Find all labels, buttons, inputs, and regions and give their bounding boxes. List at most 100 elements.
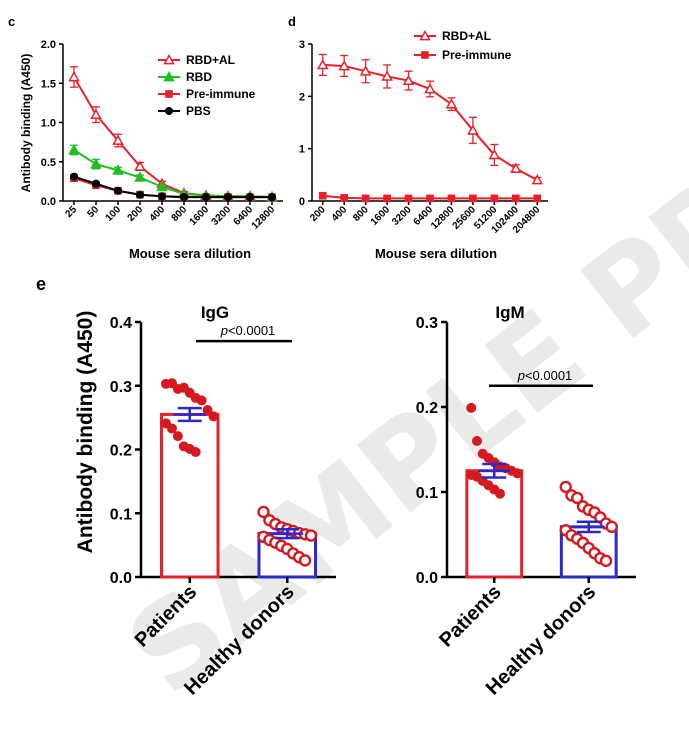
- panel-c-series-pbs-legend-marker: [164, 106, 174, 116]
- panel-e-igg-title: IgG: [201, 303, 229, 322]
- panel-c-series-pbs-point: [201, 193, 211, 202]
- panel-c-series-rbd-point: [68, 143, 80, 155]
- panel-e-igg-patients-data-point: [166, 423, 177, 434]
- panel-d-series-rbd-al-point: [359, 65, 372, 76]
- panel-d-series-pre-immune-legend-marker: [421, 51, 429, 59]
- panel-e-igm-y-tick-label: 0.0: [416, 570, 438, 587]
- panel-e-igm-patients-data-point: [512, 468, 523, 479]
- panel-e-igm-healthy-donors-data-point: [599, 554, 613, 568]
- panel-d-series-pre-immune-point: [533, 194, 542, 203]
- panel-d-x-tick-label: 1600: [369, 204, 393, 228]
- panel-d-series-pre-immune-point: [361, 194, 370, 203]
- panel-d-series-pre-immune-point: [404, 194, 413, 203]
- panel-c-series-rbd-legend-marker: [163, 70, 175, 82]
- panel-c-series-rbd-point: [112, 164, 124, 175]
- panel-c-x-tick-label: 800: [170, 204, 190, 224]
- panel-c-series-pre-immune-legend-label: Pre-immune: [186, 87, 256, 101]
- panel-c-series-rbd-legend-label: RBD: [186, 70, 212, 84]
- panel-e-igm-y-tick-label: 0.2: [416, 400, 438, 417]
- panel-d-series-pre-immune-point: [318, 191, 327, 200]
- panel-c-x-tick-label: 200: [126, 204, 146, 224]
- panel-d-series-rbd-al-point: [338, 59, 350, 71]
- panel-c-series-pbs-point: [223, 193, 233, 202]
- panel-d-series-rbd-al-point: [445, 98, 458, 109]
- panel-c-series-pbs-point: [69, 172, 79, 181]
- panel-c-series-pbs-point: [157, 192, 167, 201]
- panel-d-y-tick-label: 0: [299, 196, 305, 208]
- panel-c-series-pbs-point: [135, 190, 145, 199]
- panel-d-series-pre-immune-point: [340, 194, 349, 202]
- panel-d-series-rbd-al-legend-marker: [419, 29, 431, 41]
- panel-e-igg-healthy-donors-data-point: [304, 529, 318, 542]
- panel-e-igg-y-tick-label: 0.4: [110, 315, 132, 332]
- panel-d-x-tick-label: 12800: [429, 204, 457, 232]
- panel-d-series-rbd-al-legend-label: RBD+AL: [442, 29, 491, 43]
- panel-e-igg-patients-data-point: [208, 411, 219, 422]
- panel-d-x-tick-label: 400: [330, 204, 350, 224]
- panel-e-igg-healthy-donors-data-point: [298, 554, 312, 567]
- panel-d-series-rbd-al-point: [381, 70, 393, 81]
- panel-label-c: c: [8, 14, 15, 29]
- panel-c-x-tick-label: 12800: [250, 204, 278, 232]
- panel-d-x-axis-label: Mouse sera dilution: [375, 246, 497, 261]
- panel-c-y-tick-label: 1.0: [41, 118, 56, 130]
- panel-d-y-tick-label: 1: [299, 144, 305, 156]
- panel-d-x-tick-label: 25600: [451, 204, 479, 232]
- panel-c-x-tick-label: 100: [104, 204, 124, 224]
- panel-e-igm-patients-x-tick-label: Patients: [435, 581, 506, 652]
- panel-d-series-rbd-al-point: [467, 124, 479, 135]
- panel-c-y-tick-label: 1.5: [41, 78, 56, 90]
- panel-c-series-pbs-point: [179, 193, 189, 202]
- panel-c-series-rbd-al-point: [112, 134, 124, 145]
- chart-panel-c: 0.00.51.01.52.025 50 100 200 400 800160032006…: [41, 39, 283, 232]
- panel-e-igm-title: IgM: [495, 303, 524, 322]
- panel-e-igg-y-tick-label: 0.0: [110, 570, 132, 587]
- panel-d-y-tick-label: 3: [299, 39, 305, 51]
- panel-c-series-pbs-point: [245, 193, 255, 202]
- panel-c-series-rbd-al-legend-label: RBD+AL: [186, 53, 235, 67]
- panel-d-series-rbd-al-point: [402, 74, 415, 85]
- panel-e-igm-patients-data-point: [471, 436, 482, 446]
- panel-label-d: d: [288, 14, 296, 29]
- panel-c-x-tick-label: 3200: [210, 204, 234, 228]
- panel-c-series-rbd-point: [134, 171, 146, 182]
- panel-c-series-rbd-al-legend-marker: [163, 53, 175, 65]
- panel-e-igg-y-tick-label: 0.2: [110, 443, 132, 460]
- panel-e-igm-y-tick-label: 0.1: [416, 485, 438, 502]
- panel-e-igm-patients-data-point: [495, 488, 506, 499]
- panel-e-igg-y-tick-label: 0.3: [110, 379, 132, 396]
- panel-c-y-tick-label: 2.0: [41, 39, 56, 51]
- panel-c-series-rbd-point: [156, 180, 168, 192]
- panel-d-series-pre-immune-point: [447, 194, 456, 203]
- panel-c-x-tick-label: 400: [148, 204, 168, 224]
- panel-c-series-pbs-line: [73, 175, 272, 199]
- panel-c-series-pbs-point: [91, 179, 101, 188]
- panel-d-x-tick-label: 200: [308, 204, 328, 224]
- panel-c-series-rbd-al-point: [90, 108, 102, 119]
- panel-d-series-pre-immune-point: [490, 194, 499, 203]
- panel-d-x-tick-label: 3200: [390, 204, 414, 228]
- panel-d-series-pre-immune-point: [383, 194, 391, 203]
- panel-d-series-pre-immune-point: [511, 194, 520, 203]
- panel-d-series-rbd-al-point: [488, 148, 501, 160]
- panel-d-y-tick-label: 2: [299, 91, 305, 103]
- panel-d-series-pre-immune-legend-label: Pre-immune: [442, 48, 512, 62]
- panel-e-igm-healthy-donors-data-point: [605, 520, 618, 534]
- panel-e-igg-patients-data-point: [196, 395, 207, 406]
- panel-c-series-pbs-point: [267, 193, 277, 202]
- panel-c-series-pre-immune-legend-marker: [165, 90, 173, 98]
- panel-d-series-rbd-al-point: [510, 162, 522, 173]
- panel-e-igm-healthy-donors-data-point: [571, 491, 584, 505]
- panel-e-y-axis-label: Antibody binding (A450): [74, 311, 97, 554]
- panel-e-igm-patients-data-point: [466, 402, 477, 413]
- panel-c-x-tick-label: 1600: [188, 204, 212, 228]
- panel-c-series-rbd-al-point: [134, 160, 146, 171]
- panel-e-igg-y-tick-label: 0.1: [110, 506, 132, 523]
- panel-e-igg-patients-bar: [159, 412, 220, 579]
- panel-c-series-rbd-line: [73, 149, 273, 199]
- panel-c-y-tick-label: 0.0: [41, 196, 56, 208]
- panel-c-y-axis-label: Antibody binding (A450): [19, 54, 33, 193]
- panel-c-series-pbs-legend-label: PBS: [186, 104, 211, 118]
- panel-c-y-tick-label: 0.5: [41, 157, 56, 169]
